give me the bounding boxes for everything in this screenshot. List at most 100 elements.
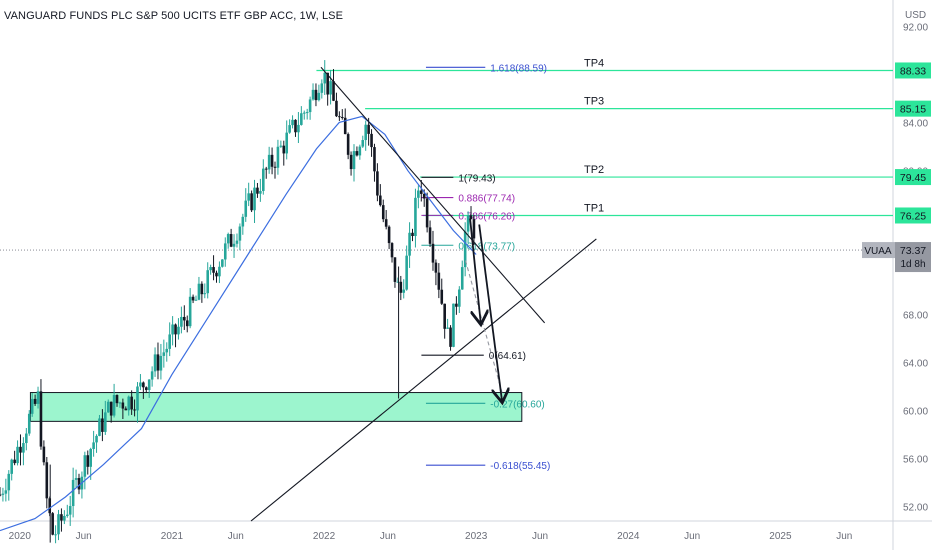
candle-body	[466, 215, 470, 232]
candle-body	[370, 133, 373, 148]
target-label: TP3	[584, 96, 604, 108]
candle-body	[25, 433, 28, 444]
target-price-badge	[895, 169, 931, 186]
candle-body	[83, 455, 87, 477]
candle-body	[60, 514, 63, 521]
candle-body	[402, 289, 406, 293]
candle-body	[139, 382, 142, 387]
candle-body	[185, 320, 189, 327]
candle-body	[162, 352, 166, 356]
candle-body	[235, 240, 239, 244]
time-tick-label: Jun	[532, 531, 548, 542]
candle-body	[288, 125, 291, 133]
time-tick-label: 2022	[313, 531, 336, 542]
candle-body	[414, 197, 417, 237]
candle-body	[411, 232, 414, 237]
symbol-badge-text: VUAA	[864, 246, 892, 257]
candle-body	[393, 257, 397, 282]
candle-body	[156, 354, 160, 371]
candle-body	[136, 386, 139, 411]
candle-body	[256, 187, 259, 194]
candle-body	[361, 140, 365, 147]
candle-body	[381, 205, 385, 220]
time-tick-label: 2025	[769, 531, 792, 542]
candle-body	[104, 412, 107, 432]
candle-body	[115, 395, 119, 404]
candle-body	[183, 316, 186, 321]
fib-level-label: 1(79.43)	[458, 173, 495, 184]
candle-body	[270, 154, 274, 167]
candle-body	[226, 234, 230, 244]
candle-body	[314, 89, 318, 101]
candle-body	[177, 326, 180, 335]
price-tick-label: 52.00	[903, 503, 928, 514]
candle-body	[247, 193, 250, 201]
candle-body	[209, 267, 212, 271]
candle-body	[71, 479, 75, 507]
candle-body	[367, 124, 370, 134]
candle-body	[376, 171, 379, 196]
candle-body	[446, 327, 449, 329]
candle-body	[311, 89, 315, 100]
candle-body	[396, 281, 400, 283]
moving-average-line	[0, 115, 477, 532]
fib-level-label: 0(64.61)	[489, 351, 526, 362]
candle-body	[191, 296, 195, 301]
candle-body	[449, 327, 452, 347]
time-tick-label: Jun	[228, 531, 244, 542]
candle-body	[54, 534, 57, 536]
candle-body	[452, 303, 455, 347]
candle-body	[458, 289, 461, 307]
candle-body	[349, 154, 353, 170]
candle-body	[405, 255, 408, 290]
candle-body	[101, 418, 104, 432]
candle-body	[460, 267, 464, 290]
candle-body	[332, 81, 335, 101]
candle-body	[455, 303, 458, 307]
candle-body	[317, 92, 321, 101]
candle-body	[63, 515, 66, 521]
candle-body	[297, 124, 300, 133]
support-zone	[29, 392, 523, 422]
candle-body	[305, 112, 309, 114]
price-tick-label: 60.00	[903, 407, 928, 418]
candle-body	[355, 151, 359, 156]
candle-body	[51, 513, 54, 535]
candle-body	[42, 446, 46, 463]
fib-level-label: 1.618(88.59)	[490, 63, 547, 74]
candle-body	[57, 514, 60, 535]
candle-body	[373, 147, 376, 172]
target-price-badge-text: 85.15	[900, 104, 926, 116]
candle-body	[238, 226, 242, 241]
candle-body	[74, 478, 78, 480]
time-tick-label: Jun	[76, 531, 92, 542]
current-price-badge	[895, 242, 931, 273]
candle-body	[92, 442, 95, 449]
candle-body	[422, 193, 426, 199]
candle-body	[221, 259, 224, 267]
candle-body	[171, 324, 174, 335]
candle-body	[399, 281, 403, 293]
candle-body	[1, 493, 5, 495]
candle-body	[118, 402, 122, 404]
chart-title: VANGUARD FUNDS PLC S&P 500 UCITS ETF GBP…	[4, 10, 344, 22]
candle-body	[431, 243, 435, 263]
time-tick-label: 2020	[9, 531, 32, 542]
time-tick-label: 2021	[161, 531, 184, 542]
candle-body	[19, 446, 22, 453]
candle-body	[320, 83, 324, 93]
target-label: TP4	[584, 57, 604, 69]
candle-body	[106, 401, 110, 413]
candle-body	[0, 494, 2, 496]
candle-body	[232, 243, 236, 247]
target-label: TP1	[584, 202, 604, 214]
candle-body	[150, 371, 154, 380]
symbol-badge	[862, 242, 895, 259]
candle-body	[428, 227, 432, 244]
candle-body	[153, 354, 157, 372]
candle-body	[425, 198, 429, 228]
candle-body	[262, 168, 265, 192]
candle-body	[390, 243, 394, 258]
